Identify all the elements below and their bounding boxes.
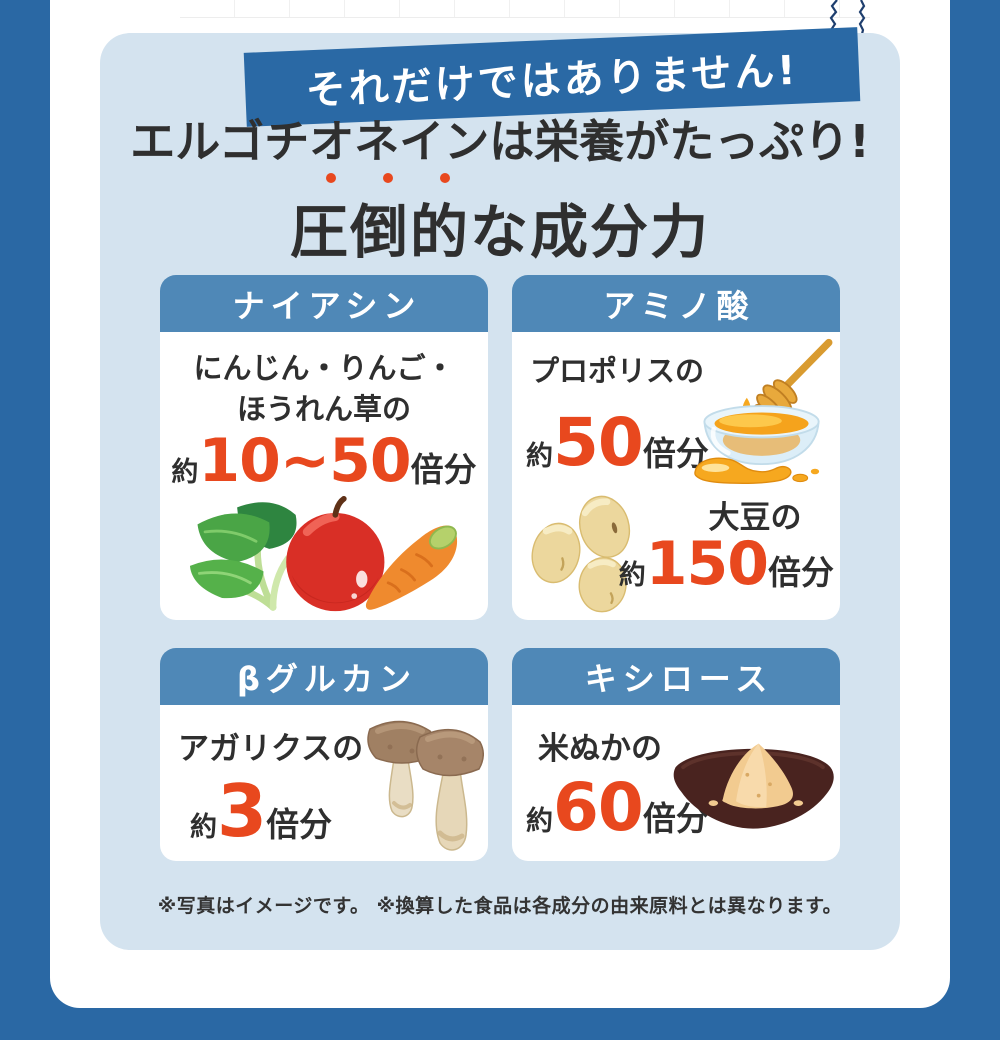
multiplier-value: 60 <box>553 769 644 846</box>
card-beta-glucan-title: βグルカン <box>160 648 488 705</box>
card-amino-acid-title: アミノ酸 <box>512 275 840 332</box>
nutrient-cards-grid: ナイアシン にんじん・りんご・ ほうれん草の 約 10~50 倍分 <box>160 275 840 861</box>
source-line: ほうれん草の <box>236 391 411 426</box>
agaricus-source: アガリクスの <box>178 731 364 767</box>
approx-label: 約 <box>526 441 553 472</box>
card-beta-glucan: βグルカン アガリクスの 約 3 倍分 <box>160 648 488 861</box>
propolis-source: プロポリスの <box>530 354 705 388</box>
card-niacin-source: にんじん・りんご・ ほうれん草の <box>160 332 488 429</box>
propolis-measure: 約 50 倍分 <box>526 410 709 476</box>
card-amino-acid: アミノ酸 プロポリスの 約 50 倍分 <box>512 275 840 620</box>
multiplier-value: 150 <box>645 529 769 599</box>
disclaimer-note: ※写真はイメージです。 ※換算した食品は各成分の由来原料とは異なります。 <box>157 895 843 917</box>
previous-section-grid-remnant <box>180 0 870 18</box>
rice-bran-bowl-illustration <box>673 743 834 829</box>
card-niacin-measure: 約 10~50 倍分 <box>160 431 488 491</box>
card-niacin-body: にんじん・りんご・ ほうれん草の 約 10~50 倍分 <box>160 332 488 620</box>
emphasis-dot <box>440 173 450 183</box>
approx-label: 約 <box>618 560 646 591</box>
soybean-source: 大豆の <box>708 500 802 536</box>
card-xylose-title: キシロース <box>512 648 840 705</box>
unit-label: 倍分 <box>266 805 333 844</box>
headline: エルゴチオネインは栄養がたっぷり! <box>130 115 870 168</box>
spinach-apple-carrot-illustration <box>189 496 458 612</box>
unit-label: 倍分 <box>410 450 477 490</box>
agaricus-measure: 約 3 倍分 <box>190 775 332 847</box>
soybeans-illustration <box>531 495 631 613</box>
multiplier-value: 3 <box>217 769 267 853</box>
light-blue-panel: それだけではありません! エルゴチオネインは栄養がたっぷり! 圧倒的な成分力 ナ… <box>100 27 900 950</box>
approx-label: 約 <box>190 812 217 843</box>
multiplier-value: 50 <box>553 404 644 481</box>
card-beta-glucan-body: アガリクスの 約 3 倍分 <box>160 705 488 861</box>
honey-bowl-illustration <box>694 338 833 484</box>
card-niacin: ナイアシン にんじん・りんご・ ほうれん草の 約 10~50 倍分 <box>160 275 488 620</box>
emphasis-dot <box>383 173 393 183</box>
unit-label: 倍分 <box>768 553 834 592</box>
page-panel: それだけではありません! エルゴチオネインは栄養がたっぷり! 圧倒的な成分力 ナ… <box>50 0 950 1008</box>
mushrooms-illustration <box>367 720 484 851</box>
card-xylose-body: 米ぬかの 約 60 倍分 <box>512 705 840 861</box>
soybean-measure: 約 150 倍分 <box>619 534 834 594</box>
emphasis-dot <box>326 173 336 183</box>
subheadline: 圧倒的な成分力 <box>289 198 710 266</box>
card-amino-acid-body: プロポリスの 約 50 倍分 <box>512 332 840 620</box>
source-line: にんじん・りんご・ <box>193 351 455 385</box>
multiplier-value: 10~50 <box>198 426 411 497</box>
approx-label: 約 <box>171 457 199 489</box>
card-niacin-title: ナイアシン <box>160 275 488 332</box>
card-xylose: キシロース 米ぬかの 約 60 倍分 <box>512 648 840 861</box>
emphasis-dots <box>326 173 450 183</box>
rice-bran-source: 米ぬかの <box>538 731 662 767</box>
approx-label: 約 <box>526 806 553 837</box>
